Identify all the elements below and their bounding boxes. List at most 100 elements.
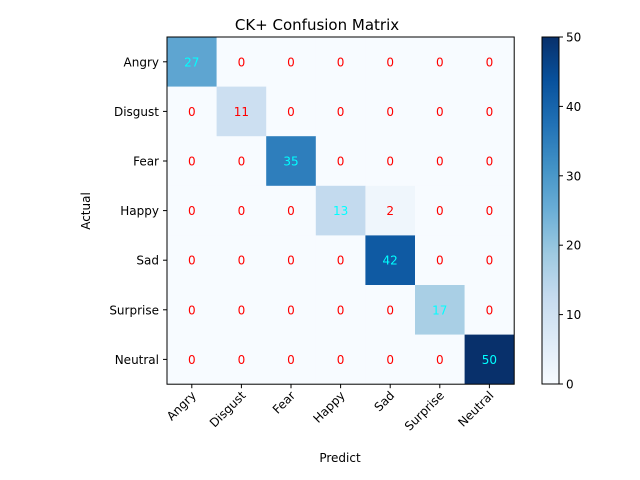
cell-value-label: 0 [436, 204, 444, 218]
heatmap-cell [315, 334, 366, 385]
heatmap-plot: 27 0 0 0 0 0 0 0 11 0 0 0 0 0 0 0 35 0 0 0 0 0 0 0 13 2 0 0 0 0 0 0 42 0 0… [166, 36, 515, 385]
heatmap-cell [266, 235, 317, 286]
heatmap-cell [464, 235, 515, 286]
colorbar-tick-label: 10 [566, 308, 581, 322]
x-tick-label: Fear [270, 388, 298, 416]
heatmap-cell [315, 37, 366, 87]
cell-value-label: 2 [386, 204, 394, 218]
heatmap-cell [216, 185, 267, 236]
cell-value-label: 0 [386, 155, 394, 169]
y-tick-label: Fear [133, 155, 159, 169]
cell-value-label: 0 [436, 254, 444, 268]
cell-value-label: 0 [337, 254, 345, 268]
heatmap-cell [315, 235, 366, 286]
cell-value-label: 0 [287, 105, 295, 119]
heatmap-cell [266, 37, 317, 87]
chart-title: CK+ Confusion Matrix [235, 16, 399, 34]
heatmap-cell [365, 37, 416, 87]
cell-value-label: 0 [188, 105, 196, 119]
x-tick-label: Neutral [455, 388, 496, 429]
cell-value-label: 0 [188, 303, 196, 317]
cell-value-label: 50 [482, 353, 497, 367]
heatmap-cell [266, 334, 317, 385]
heatmap-cell [415, 285, 465, 335]
heatmap-cell [365, 136, 416, 187]
y-tick-label: Neutral [115, 353, 159, 367]
heatmap-cell [167, 285, 217, 335]
heatmap-cell [415, 334, 465, 385]
cell-value-label: 0 [486, 55, 494, 69]
heatmap-cell [415, 185, 465, 236]
heatmap-cell [216, 37, 267, 87]
heatmap-cell [167, 86, 217, 137]
colorbar-gradient [541, 36, 560, 385]
heatmap-cell [167, 235, 217, 286]
heatmap-cell [464, 334, 515, 385]
cell-value-label: 0 [337, 155, 345, 169]
heatmap-cell [415, 235, 465, 286]
cell-value-label: 0 [188, 353, 196, 367]
heatmap-cell [464, 86, 515, 137]
cell-value-label: 0 [337, 55, 345, 69]
y-tick-label: Surprise [109, 303, 159, 317]
cell-value-label: 42 [383, 254, 398, 268]
heatmap-cell [365, 86, 416, 137]
cell-value-label: 13 [333, 204, 348, 218]
x-tick-labels: Angry Disgust Fear Happy Sad Surprise Neutral [164, 384, 497, 433]
heatmap-cell [216, 334, 267, 385]
heatmap-cell [216, 285, 267, 335]
cell-value-label: 0 [287, 303, 295, 317]
x-tick-label: Happy [310, 388, 347, 425]
heatmap-cell [266, 136, 317, 187]
cell-value-label: 0 [238, 55, 246, 69]
heatmap-cell [464, 37, 515, 87]
cell-value-label: 0 [486, 155, 494, 169]
cell-value-label: 17 [432, 303, 447, 317]
heatmap-cell [464, 136, 515, 187]
colorbar-tick-label: 30 [566, 169, 581, 183]
cell-value-label: 0 [188, 155, 196, 169]
cell-value-label: 11 [234, 105, 249, 119]
cell-value-label: 0 [386, 105, 394, 119]
heatmap-cell [415, 136, 465, 187]
heatmap-cell [216, 235, 267, 286]
cell-value-label: 0 [238, 155, 246, 169]
cell-value-label: 0 [436, 105, 444, 119]
heatmap-cell [216, 86, 267, 137]
heatmap-cell [464, 285, 515, 335]
heatmap-cell [216, 136, 267, 187]
cell-value-label: 0 [386, 55, 394, 69]
cell-value-label: 0 [337, 353, 345, 367]
cell-value-label: 0 [337, 303, 345, 317]
cell-value-label: 0 [287, 254, 295, 268]
cell-value-label: 0 [386, 353, 394, 367]
colorbar-tick-label: 0 [566, 378, 574, 392]
heatmap-cell [464, 185, 515, 236]
heatmap-cell [315, 185, 366, 236]
cell-value-label: 0 [486, 204, 494, 218]
cell-value-label: 0 [238, 204, 246, 218]
heatmap-cell [415, 37, 465, 87]
x-tick-label: Angry [164, 388, 199, 423]
cell-value-label: 0 [188, 204, 196, 218]
cell-value-label: 0 [287, 55, 295, 69]
x-axis-label: Predict [319, 451, 361, 465]
y-tick-label: Disgust [114, 105, 159, 119]
cell-value-label: 0 [436, 55, 444, 69]
cell-value-label: 0 [188, 254, 196, 268]
y-tick-label: Angry [124, 55, 159, 69]
cell-value-label: 0 [238, 254, 246, 268]
cell-value-label: 0 [238, 303, 246, 317]
y-tick-labels: Angry Disgust Fear Happy Sad Surprise Neutral [109, 55, 167, 367]
cell-value-label: 0 [287, 204, 295, 218]
y-tick-label: Happy [120, 204, 159, 218]
x-tick-label: Disgust [207, 388, 249, 430]
heatmap-cell [266, 86, 317, 137]
heatmap-cell [365, 185, 416, 236]
heatmap-cell [266, 285, 317, 335]
cell-value-label: 0 [238, 353, 246, 367]
y-axis-label: Actual [79, 192, 93, 230]
heatmap-cell [167, 185, 217, 236]
cell-value-label: 0 [486, 303, 494, 317]
